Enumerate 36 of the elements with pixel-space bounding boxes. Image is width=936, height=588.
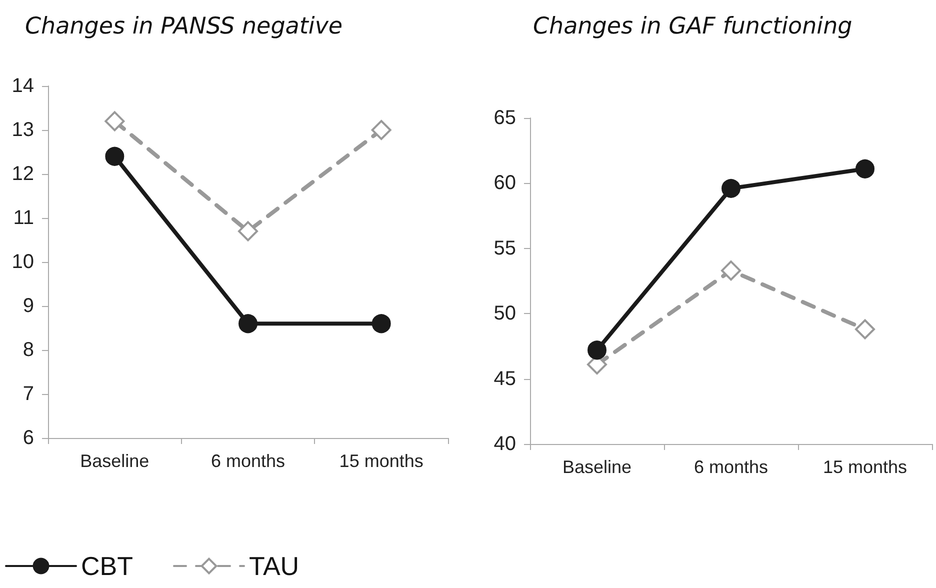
x-tick-label: 6 months: [210, 451, 286, 471]
point: [105, 146, 124, 166]
legend-label: TAU: [249, 551, 300, 581]
point: [238, 314, 258, 334]
point: [588, 340, 606, 360]
point: [371, 120, 392, 140]
point: [856, 159, 874, 178]
x-tick-label: 6 months: [694, 457, 768, 477]
y-tick-label: 7: [22, 383, 34, 405]
y-tick-label: 14: [12, 75, 34, 97]
chart-title: Changes in GAF functioning: [533, 14, 852, 40]
y-tick-label: 8: [22, 339, 34, 361]
y-tick-label: 9: [22, 295, 34, 317]
point: [104, 111, 125, 132]
y-tick-label: 11: [13, 207, 34, 229]
x-tick-label: 15 months: [339, 451, 424, 471]
point: [238, 221, 258, 242]
x-tick-label: Baseline: [80, 451, 150, 471]
y-tick-label: 12: [12, 163, 34, 185]
y-tick-label: 50: [494, 302, 516, 325]
y-tick-label: 60: [494, 172, 516, 194]
point: [855, 319, 875, 340]
y-tick-label: 6: [22, 427, 34, 449]
y-tick-label: 45: [494, 368, 516, 390]
y-tick-label: 55: [494, 237, 516, 260]
x-tick-label: 15 months: [822, 457, 908, 477]
point: [722, 178, 740, 198]
x-tick-label: Baseline: [562, 457, 632, 477]
y-tick-label: 10: [12, 251, 34, 273]
point: [721, 260, 741, 281]
legend-label: CBT: [81, 551, 134, 581]
y-tick-label: 40: [494, 433, 516, 455]
point: [372, 314, 391, 334]
y-tick-label: 65: [494, 107, 516, 129]
y-tick-label: 13: [12, 119, 34, 141]
chart-title: Changes in PANSS negative: [25, 14, 343, 40]
